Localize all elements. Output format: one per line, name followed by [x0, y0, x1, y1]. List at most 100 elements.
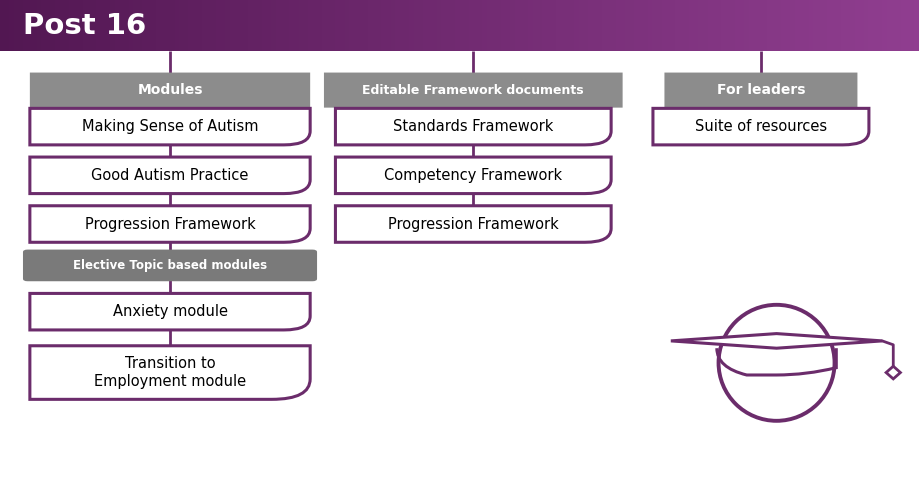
Bar [386, 0, 391, 51]
FancyBboxPatch shape [664, 73, 857, 108]
Bar [533, 0, 538, 51]
PathPatch shape [335, 206, 611, 242]
Bar [758, 0, 763, 51]
Bar [441, 0, 446, 51]
PathPatch shape [335, 109, 611, 145]
Bar [800, 0, 804, 51]
Bar [519, 0, 524, 51]
Bar [850, 0, 855, 51]
Bar [611, 0, 616, 51]
Bar [207, 0, 211, 51]
FancyBboxPatch shape [29, 73, 311, 108]
Bar [607, 0, 611, 51]
Bar [326, 0, 331, 51]
Bar [910, 0, 914, 51]
Bar [184, 0, 188, 51]
Bar [772, 0, 777, 51]
Bar [836, 0, 841, 51]
Bar [349, 0, 354, 51]
Bar [262, 0, 267, 51]
Bar [37, 0, 41, 51]
Bar [685, 0, 689, 51]
Bar [538, 0, 542, 51]
Text: Good Autism Practice: Good Autism Practice [91, 168, 249, 183]
Bar [147, 0, 152, 51]
Bar [901, 0, 905, 51]
Bar [450, 0, 455, 51]
Bar [528, 0, 533, 51]
Bar [878, 0, 882, 51]
Bar [790, 0, 795, 51]
Bar [437, 0, 441, 51]
Bar [9, 0, 14, 51]
Bar [198, 0, 202, 51]
Bar [368, 0, 372, 51]
PathPatch shape [29, 109, 311, 145]
Bar [267, 0, 271, 51]
Bar [482, 0, 487, 51]
Bar [129, 0, 133, 51]
Text: Standards Framework: Standards Framework [393, 119, 553, 134]
Bar [152, 0, 156, 51]
Bar [124, 0, 129, 51]
Bar [823, 0, 827, 51]
Bar [639, 0, 643, 51]
Text: Post 16: Post 16 [23, 12, 146, 39]
Bar [294, 0, 299, 51]
Bar [289, 0, 294, 51]
Bar [524, 0, 528, 51]
Bar [813, 0, 818, 51]
Bar [253, 0, 257, 51]
FancyBboxPatch shape [324, 73, 623, 108]
Bar [492, 0, 496, 51]
Bar [239, 0, 244, 51]
PathPatch shape [29, 346, 311, 399]
Bar [657, 0, 662, 51]
Bar [51, 0, 55, 51]
Bar [781, 0, 786, 51]
Bar [689, 0, 694, 51]
Bar [87, 0, 92, 51]
Bar [165, 0, 170, 51]
Bar [5, 0, 9, 51]
Bar [584, 0, 588, 51]
Bar [561, 0, 565, 51]
Bar [588, 0, 593, 51]
Bar [515, 0, 519, 51]
Bar [662, 0, 666, 51]
Bar [142, 0, 147, 51]
Bar [23, 0, 28, 51]
Bar [487, 0, 492, 51]
Bar [501, 0, 505, 51]
Bar [303, 0, 308, 51]
Bar [795, 0, 800, 51]
Bar [464, 0, 469, 51]
Bar [777, 0, 781, 51]
Bar [418, 0, 423, 51]
Bar [547, 0, 551, 51]
Bar [41, 0, 46, 51]
Bar [427, 0, 432, 51]
Bar [244, 0, 248, 51]
Bar [744, 0, 749, 51]
Text: Editable Framework documents: Editable Framework documents [362, 84, 584, 96]
Bar [432, 0, 437, 51]
Bar [859, 0, 864, 51]
Bar [671, 0, 675, 51]
Bar [377, 0, 381, 51]
Text: Transition to
Employment module: Transition to Employment module [94, 356, 246, 389]
Bar [460, 0, 464, 51]
Bar [331, 0, 335, 51]
Bar [873, 0, 878, 51]
Bar [570, 0, 574, 51]
Bar [354, 0, 358, 51]
Text: Making Sense of Autism: Making Sense of Autism [82, 119, 258, 134]
Bar [175, 0, 179, 51]
Bar [96, 0, 101, 51]
Bar [381, 0, 386, 51]
Bar [809, 0, 813, 51]
Bar [409, 0, 414, 51]
Bar [179, 0, 184, 51]
Bar [446, 0, 450, 51]
Bar [478, 0, 482, 51]
